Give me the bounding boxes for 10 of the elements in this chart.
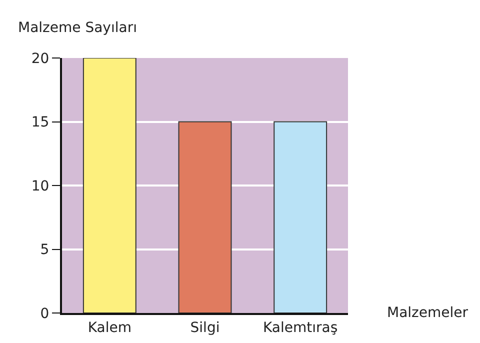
y-tick-label: 10 — [31, 178, 50, 194]
y-tick-label: 5 — [40, 242, 50, 258]
y-tick-label: 0 — [40, 306, 50, 322]
x-axis-title: Malzemeler — [387, 305, 468, 321]
x-tick-label: Kalemtıraş — [262, 320, 338, 336]
y-tick-label: 15 — [31, 114, 50, 131]
y-tick-label: 20 — [31, 50, 50, 67]
x-tick-label: Kalem — [88, 320, 132, 336]
x-tick-label: Silgi — [190, 320, 220, 336]
y-axis-title: Malzeme Sayıları — [18, 20, 137, 36]
